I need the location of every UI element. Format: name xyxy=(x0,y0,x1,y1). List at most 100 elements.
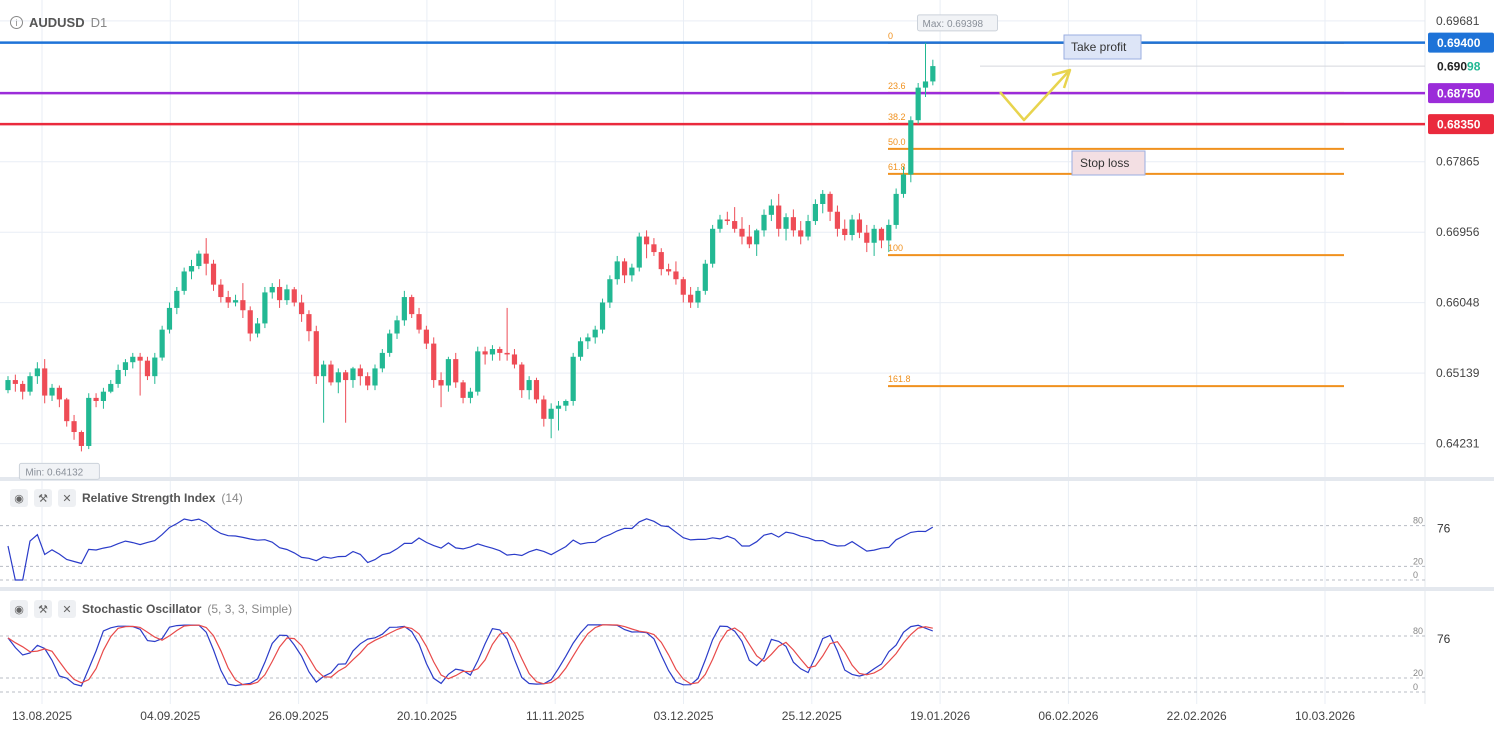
fib-level-label: 100 xyxy=(888,243,903,253)
horizontal-levels[interactable] xyxy=(0,41,1425,126)
date-tick-label: 20.10.2025 xyxy=(397,709,457,723)
candle-body xyxy=(12,380,18,384)
rsi-header: ◉ ⚒ ✕ Relative Strength Index (14) xyxy=(10,489,243,507)
candle-body xyxy=(20,383,26,392)
candle-body xyxy=(790,217,796,231)
candle-body xyxy=(467,391,474,398)
candle-body xyxy=(541,399,547,419)
candle-body xyxy=(702,263,708,291)
eye-icon[interactable]: ◉ xyxy=(10,600,28,618)
stoch-k-line xyxy=(7,624,934,687)
candle-body xyxy=(724,219,730,222)
fibonacci-retracement[interactable]: 0 23.6 38.2 50.0 61.8 100 161.8 xyxy=(888,31,1344,388)
candle-body xyxy=(519,364,525,391)
candle-body xyxy=(673,271,679,280)
candle-body xyxy=(210,263,217,285)
info-icon[interactable]: i xyxy=(10,16,23,29)
date-tick-label: 22.02.2026 xyxy=(1167,709,1227,723)
candle-body xyxy=(908,120,914,175)
candle-body xyxy=(666,269,672,272)
candle-body xyxy=(842,228,848,236)
candle-body xyxy=(614,261,620,280)
candle-body xyxy=(56,387,62,400)
candle-body xyxy=(144,360,151,377)
fib-level-label: 50.0 xyxy=(888,137,906,147)
chart-title: i AUDUSD D1 xyxy=(10,15,107,30)
candle-body xyxy=(401,297,407,321)
candle-body xyxy=(475,351,481,392)
candle-body xyxy=(218,284,224,298)
rsi-pane: 80 20 0 76 xyxy=(0,516,1451,581)
candle-body xyxy=(834,211,841,229)
take-profit-box xyxy=(1063,34,1142,60)
pane-separator[interactable] xyxy=(0,477,1494,481)
max-label: Max: 0.69398 xyxy=(923,19,984,30)
eye-icon[interactable]: ◉ xyxy=(10,489,28,507)
candle-body xyxy=(585,337,591,342)
candle-body xyxy=(27,376,33,392)
candle-body xyxy=(533,380,540,400)
stoch-params: (5, 3, 3, Simple) xyxy=(207,602,293,616)
candle-body xyxy=(460,382,466,398)
candle-body xyxy=(49,387,55,396)
projection-arrowhead xyxy=(1051,68,1072,89)
indicator-level-label: 0 xyxy=(1413,682,1418,692)
price-tick-label: 0.69681 xyxy=(1436,14,1480,28)
timeframe-label[interactable]: D1 xyxy=(90,15,108,30)
candle-body xyxy=(695,290,701,303)
candle-body xyxy=(453,359,459,383)
date-tick-label: 06.02.2026 xyxy=(1038,709,1098,723)
candle-body xyxy=(78,432,84,446)
stoch-header: ◉ ⚒ ✕ Stochastic Oscillator (5, 3, 3, Si… xyxy=(10,600,292,618)
last-price-tail: 98 xyxy=(1467,60,1481,74)
candle-body xyxy=(651,244,657,253)
rsi-line xyxy=(7,518,934,581)
candle-body xyxy=(130,356,136,363)
pane-separator[interactable] xyxy=(0,587,1494,591)
candle-body xyxy=(34,368,40,377)
candle-body xyxy=(710,228,716,264)
candle-body xyxy=(394,320,400,334)
candle-body xyxy=(350,368,356,381)
candle-body xyxy=(849,219,855,236)
pane-separators xyxy=(0,0,1494,704)
indicator-level-label: 0 xyxy=(1413,570,1418,580)
candle-body xyxy=(489,349,496,355)
stoch-d-line xyxy=(7,624,933,686)
candle-body xyxy=(365,376,371,386)
price-tick-label: 0.65139 xyxy=(1436,366,1480,380)
indicator-level-label: 80 xyxy=(1413,516,1423,526)
fib-level-label: 61.8 xyxy=(888,162,906,172)
candle-body xyxy=(240,300,246,311)
candle-body xyxy=(820,193,826,204)
candle-body xyxy=(225,297,231,303)
candle-body xyxy=(930,66,936,82)
candle-body xyxy=(482,351,488,355)
candle-body xyxy=(284,289,290,301)
candle-body xyxy=(732,221,738,229)
date-tick-label: 04.09.2025 xyxy=(140,709,200,723)
candle-body xyxy=(115,369,121,384)
date-tick-label: 13.08.2025 xyxy=(12,709,72,723)
candle-body xyxy=(871,228,877,243)
candle-body xyxy=(387,333,393,353)
wrench-icon[interactable]: ⚒ xyxy=(34,489,52,507)
price-level-badge xyxy=(1428,32,1494,53)
annotations: Take profit Stop loss Max: 0.69398 Min: 0.6… xyxy=(18,14,1146,480)
price-level-label: 0.68350 xyxy=(1437,118,1481,132)
candle-body xyxy=(93,397,99,401)
candle-body xyxy=(739,228,745,237)
wrench-icon[interactable]: ⚒ xyxy=(34,600,52,618)
indicator-level-label: 20 xyxy=(1413,668,1423,678)
candle-body xyxy=(761,214,767,231)
candle-body xyxy=(372,368,378,386)
stop-loss-label: Stop loss xyxy=(1080,156,1129,170)
take-profit-label: Take profit xyxy=(1071,40,1127,54)
close-icon[interactable]: ✕ xyxy=(58,489,76,507)
close-icon[interactable]: ✕ xyxy=(58,600,76,618)
price-level-badge xyxy=(1428,114,1494,135)
candle-body xyxy=(783,217,789,229)
symbol-label: AUDUSD xyxy=(29,15,85,30)
